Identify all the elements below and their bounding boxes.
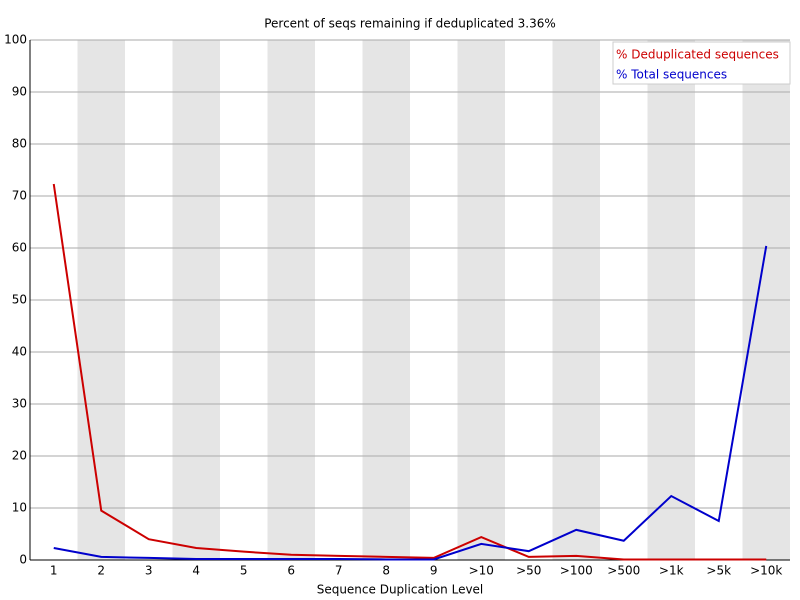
y-tick-label: 50 [12,293,27,307]
x-tick-label: 8 [382,564,390,578]
chart-title: Percent of seqs remaining if deduplicate… [264,17,556,31]
y-tick-label: 60 [12,241,27,255]
y-tick-label: 100 [4,33,27,47]
x-tick-label: 9 [430,564,438,578]
y-tick-label: 30 [12,397,27,411]
series-line [53,245,768,561]
x-tick-label: 5 [240,564,248,578]
x-tick-label: >100 [560,564,593,578]
legend-box [612,41,791,85]
y-tick-label: 70 [12,189,27,203]
x-tick-label: >1k [659,564,684,578]
y-tick-label: 10 [12,501,27,515]
x-tick-label: 2 [97,564,105,578]
x-tick-label: 6 [287,564,295,578]
x-tick-label: 4 [192,564,200,578]
x-tick-label: 7 [335,564,343,578]
y-tick-label: 20 [12,449,27,463]
x-tick-label: >500 [607,564,640,578]
x-tick-label: >10k [750,564,782,578]
x-axis-label: Sequence Duplication Level [317,583,484,597]
x-tick-label: >5k [706,564,731,578]
y-tick-label: 40 [12,345,27,359]
x-tick-label: >50 [516,564,541,578]
legend-entry: % Deduplicated sequences [616,48,779,62]
y-tick-label: 80 [12,137,27,151]
y-tick-label: 90 [12,85,27,99]
series-line [52,183,767,561]
x-tick-label: 3 [145,564,153,578]
x-tick-label: >10 [469,564,494,578]
x-tick-label: 1 [50,564,58,578]
legend-entry: % Total sequences [616,68,727,82]
y-tick-label: 0 [19,553,27,567]
